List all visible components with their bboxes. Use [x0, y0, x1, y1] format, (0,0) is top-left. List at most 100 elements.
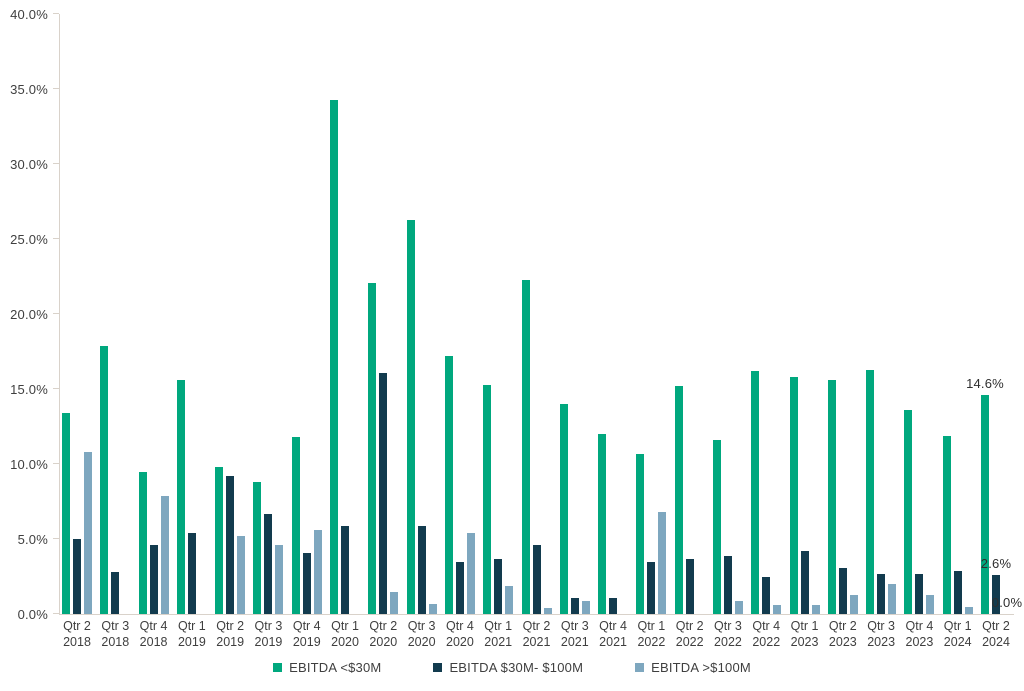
x-axis-labels: Qtr 2 2018 Qtr 3 2018 Qtr 4 2018 Qtr 1 2019 Qtr … [59, 618, 1014, 652]
y-axis-tick [53, 238, 59, 239]
bar [111, 572, 120, 614]
x-tick-label: Qtr 2 2023 [828, 619, 857, 649]
bar [264, 513, 273, 614]
y-tick-label: 40.0% [10, 7, 48, 22]
x-tick-label: Qtr 2 2021 [522, 619, 551, 649]
bar [313, 530, 322, 614]
bar [734, 600, 743, 614]
bar [712, 440, 721, 614]
x-tick-label: Qtr 4 2020 [446, 619, 474, 649]
data-label: 14.6% [966, 376, 1004, 391]
x-tick-label: Qtr 3 2018 [101, 619, 130, 649]
y-tick-label: 30.0% [10, 157, 48, 172]
bar [532, 545, 541, 614]
y-axis-line [59, 14, 60, 614]
bar [992, 575, 1000, 614]
bar [685, 558, 694, 614]
plot-area: 14.6% 2.6% 0.0% [53, 13, 1022, 615]
x-tick-label: Qtr 1 2020 [331, 619, 359, 649]
bar [751, 371, 760, 614]
legend-item: EBITDA <$30M [273, 660, 381, 675]
legend-label: EBITDA >$100M [651, 660, 751, 675]
bar [160, 495, 169, 614]
bar [964, 606, 973, 614]
bar [444, 356, 453, 614]
legend: EBITDA <$30M EBITDA $30M- $100M EBITDA >$1… [0, 660, 1024, 675]
bar [723, 555, 732, 614]
bar [581, 600, 590, 614]
bar [406, 219, 415, 614]
y-tick-label: 5.0% [17, 532, 48, 547]
bar [811, 605, 820, 614]
y-tick-label: 10.0% [10, 457, 48, 472]
bar [915, 573, 924, 614]
x-tick-label: Qtr 1 2023 [790, 619, 819, 649]
bar [647, 561, 656, 614]
bar [609, 597, 618, 614]
bar [953, 570, 962, 614]
bar [253, 482, 262, 614]
bar [866, 369, 875, 614]
legend-swatch [273, 663, 283, 672]
bar [849, 594, 858, 614]
bar [390, 591, 399, 614]
y-axis-tick [53, 388, 59, 389]
bar [877, 573, 886, 614]
bar [149, 545, 158, 614]
x-tick-label: Qtr 1 2019 [177, 619, 206, 649]
y-axis-tick [53, 463, 59, 464]
bar [658, 512, 667, 614]
bar [981, 395, 989, 614]
x-tick-label: Qtr 2 2024 [982, 619, 1010, 649]
x-tick-label: Qtr 2 2019 [216, 619, 245, 649]
bar [926, 594, 935, 614]
y-axis-tick [53, 613, 59, 614]
data-label: 2.6% [980, 556, 1012, 571]
bar [417, 525, 426, 614]
y-tick-label: 25.0% [10, 232, 48, 247]
bar [291, 437, 300, 614]
x-tick-label: Qtr 4 2023 [905, 619, 934, 649]
x-tick-label: Qtr 4 2018 [139, 619, 168, 649]
bar [138, 471, 147, 614]
bar [598, 434, 607, 614]
x-tick-label: Qtr 4 2021 [599, 619, 627, 649]
x-tick-label: Qtr 1 2021 [484, 619, 513, 649]
x-tick-label: Qtr 3 2021 [560, 619, 589, 649]
bar [330, 99, 339, 614]
x-tick-label: Qtr 4 2022 [752, 619, 781, 649]
bar [838, 567, 847, 614]
bar [62, 413, 70, 614]
bar [942, 435, 951, 614]
bar [341, 525, 350, 614]
bar [275, 545, 284, 614]
bar [789, 377, 798, 614]
bar [559, 404, 568, 614]
x-tick-label: Qtr 3 2019 [254, 619, 283, 649]
bar [762, 576, 771, 614]
y-axis-tick [53, 163, 59, 164]
bar [505, 585, 514, 614]
y-axis-tick [53, 538, 59, 539]
legend-label: EBITDA <$30M [289, 660, 382, 675]
bar [455, 561, 464, 614]
y-tick-label: 35.0% [10, 82, 48, 97]
x-tick-label: Qtr 1 2024 [943, 619, 972, 649]
x-tick-label: Qtr 4 2019 [292, 619, 321, 649]
data-label: 0.0% [991, 595, 1023, 610]
bar [773, 605, 782, 614]
legend-swatch [635, 663, 645, 672]
legend-label: EBITDA $30M- $100M [449, 660, 584, 675]
bar [483, 384, 492, 614]
bar [494, 558, 503, 614]
x-tick-label: Qtr 3 2022 [714, 619, 742, 649]
bar [226, 476, 235, 614]
bar [176, 380, 185, 614]
x-tick-label: Qtr 3 2020 [407, 619, 436, 649]
y-axis-labels: 0.0% 5.0% 10.0% 15.0% 20.0% 25.0% 30.0% 35.0% 40… [0, 7, 48, 622]
bar [73, 539, 81, 614]
x-axis-line [59, 614, 1014, 615]
bar [237, 536, 246, 614]
bar [466, 533, 475, 614]
